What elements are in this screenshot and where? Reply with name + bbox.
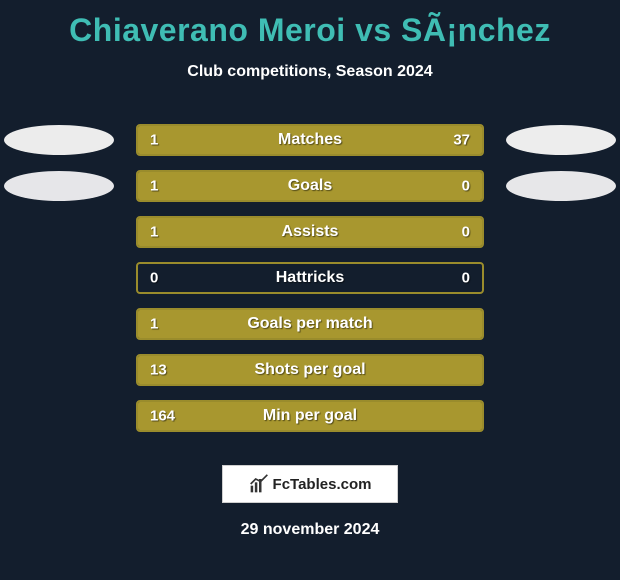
stat-row: 00Hattricks: [0, 255, 620, 301]
stat-row: 13Shots per goal: [0, 347, 620, 393]
comparison-title: Chiaverano Meroi vs SÃ¡nchez: [0, 0, 620, 49]
stat-bar: 10Goals: [136, 170, 484, 202]
stat-row: 10Assists: [0, 209, 620, 255]
stat-label: Shots per goal: [138, 361, 482, 379]
stat-label: Assists: [138, 223, 482, 241]
player-left-oval: [4, 125, 114, 155]
stat-bar: 137Matches: [136, 124, 484, 156]
stat-row: 1Goals per match: [0, 301, 620, 347]
stat-bar: 13Shots per goal: [136, 354, 484, 386]
chart-icon: [249, 474, 269, 494]
stat-label: Min per goal: [138, 407, 482, 425]
stat-row: 10Goals: [0, 163, 620, 209]
stat-rows: 137Matches 10Goals 10Assists 00Hattricks 1Go…: [0, 117, 620, 439]
stat-bar: 10Assists: [136, 216, 484, 248]
stat-label: Goals per match: [138, 315, 482, 333]
stat-label: Hattricks: [138, 269, 482, 287]
stat-bar: 00Hattricks: [136, 262, 484, 294]
stat-label: Goals: [138, 177, 482, 195]
player-right-oval: [506, 171, 616, 201]
watermark-text: FcTables.com: [273, 476, 372, 493]
watermark: FcTables.com: [222, 465, 398, 503]
stat-row: 164Min per goal: [0, 393, 620, 439]
stat-bar: 1Goals per match: [136, 308, 484, 340]
player-right-oval: [506, 125, 616, 155]
stat-label: Matches: [138, 131, 482, 149]
comparison-subtitle: Club competitions, Season 2024: [0, 63, 620, 81]
stat-row: 137Matches: [0, 117, 620, 163]
stat-bar: 164Min per goal: [136, 400, 484, 432]
player-left-oval: [4, 171, 114, 201]
footer-date: 29 november 2024: [0, 521, 620, 539]
